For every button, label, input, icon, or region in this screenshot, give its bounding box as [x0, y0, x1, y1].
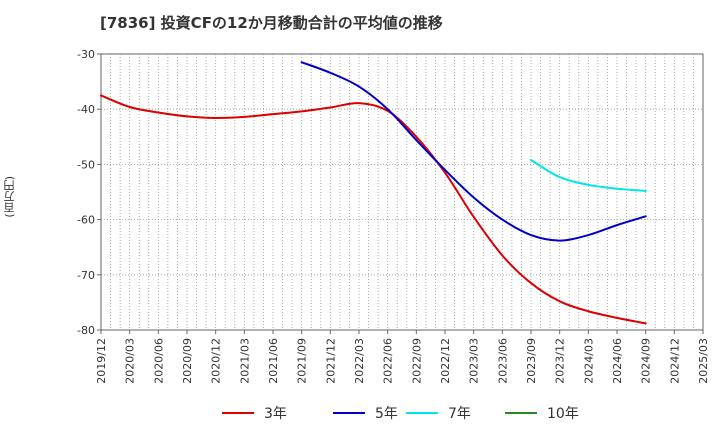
legend-label-5年: 5年	[375, 406, 398, 422]
x-tick-label: 2023/03	[468, 338, 481, 384]
legend: 3年 5年 7年 10年	[222, 406, 579, 422]
x-tick-label: 2020/06	[152, 338, 165, 384]
x-tick-label: 2021/09	[296, 338, 309, 384]
y-tick-label: -50	[77, 158, 95, 171]
x-tick-label: 2021/12	[324, 338, 337, 384]
x-tick-label: 2025/03	[697, 338, 710, 384]
x-tick-label: 2023/06	[496, 338, 509, 384]
plot-frame	[100, 53, 704, 331]
legend-label-10年: 10年	[547, 406, 579, 422]
x-tick-label: 2022/03	[353, 338, 366, 384]
grid-lines	[100, 53, 703, 331]
x-tick-label: 2024/06	[611, 338, 624, 384]
x-tick-labels: 2019/12 2020/03 2020/06 2020/09 2020/12 2021/…	[95, 330, 710, 384]
x-tick-label: 2023/09	[525, 338, 538, 384]
x-tick-label: 2020/03	[124, 338, 137, 384]
legend-label-7年: 7年	[448, 406, 471, 422]
x-tick-label: 2024/03	[582, 338, 595, 384]
y-tick-labels: -30 -40 -50 -60 -70 -80	[77, 48, 101, 337]
series-lines	[100, 61, 647, 325]
x-tick-label: 2022/09	[410, 338, 423, 384]
x-tick-label: 2022/06	[382, 338, 395, 384]
y-tick-label: -40	[77, 103, 95, 116]
x-tick-label: 2020/12	[210, 338, 223, 384]
legend-label-3年: 3年	[264, 406, 287, 422]
series-line-3年	[100, 94, 647, 325]
y-tick-label: -80	[77, 324, 95, 337]
x-tick-label: 2022/12	[439, 338, 452, 384]
x-tick-label: 2024/09	[640, 338, 653, 384]
y-tick-label: -70	[77, 269, 95, 282]
series-line-5年	[300, 61, 647, 242]
x-tick-label: 2020/09	[181, 338, 194, 384]
chart-title: [7836] 投資CFの12か月移動合計の平均値の推移	[100, 14, 443, 32]
series-line-7年	[530, 158, 647, 192]
x-tick-label: 2024/12	[668, 338, 681, 384]
x-tick-label: 2021/03	[238, 338, 251, 384]
x-tick-label: 2019/12	[95, 338, 108, 384]
x-tick-label: 2021/06	[267, 338, 280, 384]
y-tick-label: -60	[77, 214, 95, 227]
x-tick-label: 2023/12	[554, 338, 567, 384]
y-tick-label: -30	[77, 48, 95, 61]
